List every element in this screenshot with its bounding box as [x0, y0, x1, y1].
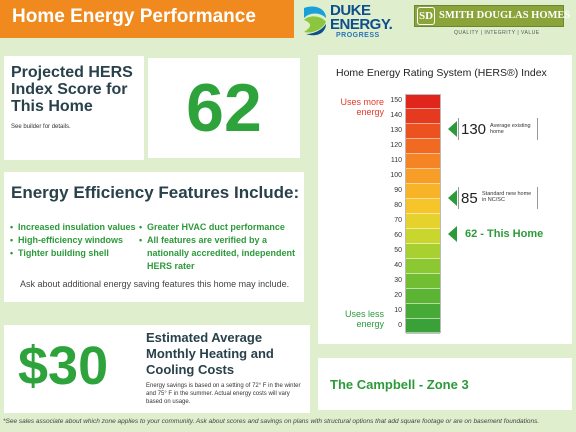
- smith-logo-name: SMITH DOUGLAS HOMES: [439, 10, 571, 21]
- scale-segment: [406, 259, 440, 274]
- scale-segment: [406, 184, 440, 199]
- scale-tick-label: 120: [390, 142, 402, 149]
- callout-arrow-icon: [448, 121, 457, 137]
- scale-segment: [406, 169, 440, 184]
- scale-tick-label: 110: [390, 157, 402, 164]
- scale-tick-label: 60: [394, 232, 402, 239]
- callout-box: [458, 187, 538, 209]
- features-heading: Energy Efficiency Features Include:: [11, 183, 300, 202]
- hers-title: Projected HERS Index Score for This Home: [11, 64, 133, 115]
- callout-value: 130: [461, 121, 487, 138]
- hers-score-panel: [148, 58, 300, 158]
- scale-tick-label: 150: [390, 97, 402, 104]
- smith-logo-tagline: QUALITY | INTEGRITY | VALUE: [454, 30, 540, 36]
- scale-tick-label: 30: [394, 277, 402, 284]
- callout-value: 85: [461, 190, 478, 207]
- this-home-label: 62 - This Home: [465, 228, 544, 240]
- duke-logo-line2: ENERGY.: [330, 16, 393, 33]
- header-banner: Home Energy Performance: [0, 0, 294, 38]
- scale-segment: [406, 154, 440, 169]
- uses-more-label: Uses more energy: [340, 97, 384, 117]
- scale-tick-label: 130: [390, 127, 402, 134]
- scale-tick-label: 10: [394, 307, 402, 314]
- scale-tick-label: 20: [394, 292, 402, 299]
- scale-segment: [406, 124, 440, 139]
- hers-scale-panel: [318, 55, 572, 344]
- callout-box: [458, 118, 538, 140]
- cost-panel: [4, 325, 310, 413]
- callout-label: Average existing home: [490, 123, 531, 135]
- scale-bar-frame: [405, 94, 441, 333]
- footnote: *See sales associate about which zone ap…: [3, 418, 540, 425]
- zone-label: The Campbell - Zone 3: [330, 377, 469, 392]
- scale-tick-label: 140: [390, 112, 402, 119]
- scale-segment: [406, 94, 440, 109]
- this-home-arrow-icon: [448, 226, 457, 242]
- features-note: Ask about additional energy saving featu…: [20, 279, 290, 289]
- hers-score-value: 62: [186, 70, 262, 146]
- scale-tick-label: 100: [390, 172, 402, 179]
- callout-arrow-icon: [448, 190, 457, 206]
- feature-item: Increased insulation values: [10, 221, 136, 234]
- feature-item: Greater HVAC duct performance: [139, 221, 295, 234]
- duke-swirl-icon: [304, 6, 326, 36]
- duke-logo-sub: PROGRESS: [336, 32, 380, 39]
- scale-segment: [406, 214, 440, 229]
- uses-less-label: Uses less energy: [344, 309, 384, 329]
- scale-segment: [406, 289, 440, 304]
- feature-item: High-efficiency windows: [10, 234, 136, 247]
- scale-segment: [406, 304, 440, 319]
- scale-segment: [406, 199, 440, 214]
- feature-item: All features are verified by a nationall…: [139, 234, 295, 273]
- scale-segment: [406, 244, 440, 259]
- scale-tick-label: 70: [394, 217, 402, 224]
- page-title: Home Energy Performance: [12, 6, 256, 27]
- smith-douglas-logo: SD SMITH DOUGLAS HOMES QUALITY | INTEGRI…: [414, 5, 570, 37]
- feature-item: Tighter building shell: [10, 247, 136, 260]
- scale-tick-label: 50: [394, 247, 402, 254]
- scale-segment: [406, 229, 440, 244]
- scale-title: Home Energy Rating System (HERS®) Index: [336, 67, 547, 79]
- callout-label: Standard new home in NC/SC: [482, 191, 532, 203]
- scale-segment: [406, 109, 440, 124]
- monthly-cost-amount: $30: [18, 336, 109, 396]
- scale-segment: [406, 319, 440, 334]
- cost-description: Energy savings is based on a setting of …: [146, 383, 301, 405]
- scale-tick-label: 80: [394, 202, 402, 209]
- scale-tick-label: 90: [394, 187, 402, 194]
- features-list-right: Greater HVAC duct performance All featur…: [139, 221, 295, 273]
- smith-emblem-icon: SD: [417, 7, 435, 25]
- scale-tick-label: 40: [394, 262, 402, 269]
- cost-title: Estimated Average Monthly Heating and Co…: [146, 330, 274, 377]
- duke-energy-logo: DUKE ENERGY. PROGRESS: [300, 2, 404, 42]
- hers-note: See builder for details.: [11, 124, 71, 130]
- scale-segment: [406, 139, 440, 154]
- scale-tick-label: 0: [398, 322, 402, 329]
- features-list-left: Increased insulation values High-efficie…: [10, 221, 136, 260]
- scale-segment: [406, 274, 440, 289]
- zone-panel: [318, 358, 572, 410]
- duke-logo-line1: DUKE: [330, 2, 371, 19]
- smith-logo-box: SD SMITH DOUGLAS HOMES: [414, 5, 570, 27]
- hers-title-panel: [4, 56, 144, 160]
